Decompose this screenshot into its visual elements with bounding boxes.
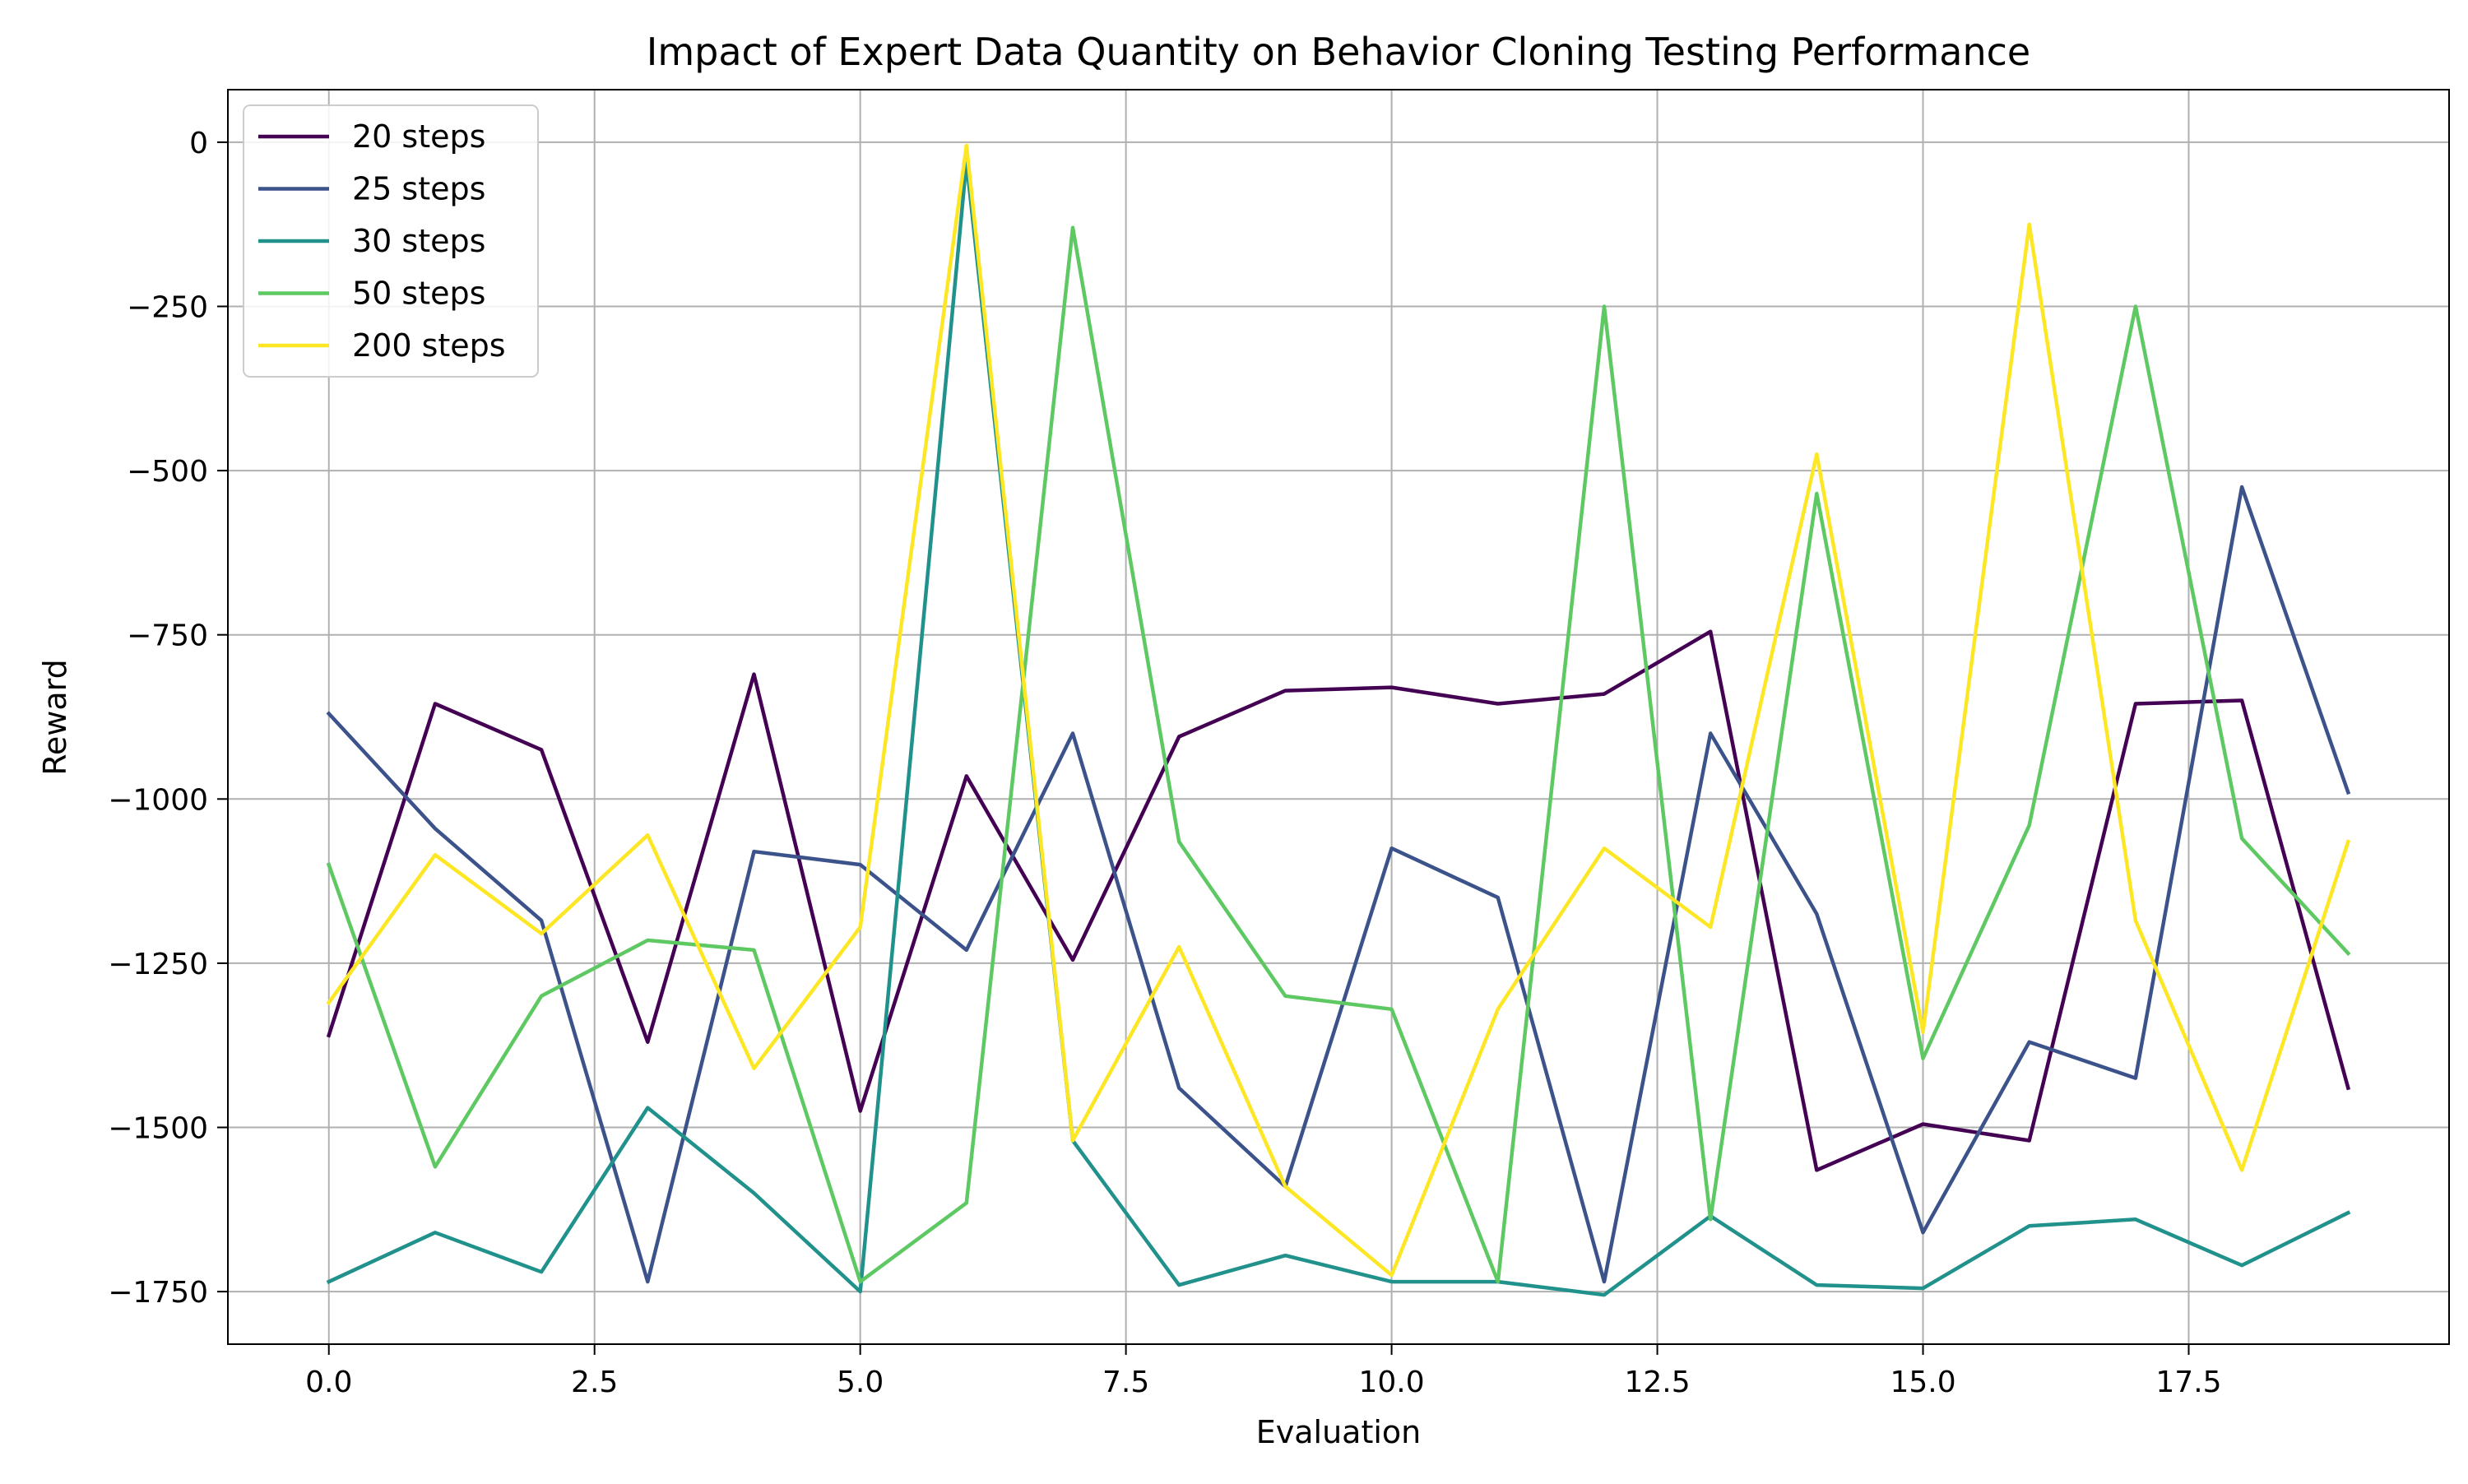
y-axis-label: Reward <box>37 659 73 776</box>
y-tick-label: −500 <box>127 455 208 489</box>
x-tick-label: 12.5 <box>1624 1366 1690 1399</box>
y-tick-label: −1000 <box>108 783 208 817</box>
legend-label: 30 steps <box>352 223 485 259</box>
y-tick-label: −1500 <box>108 1112 208 1146</box>
x-axis-label: Evaluation <box>1256 1414 1422 1450</box>
chart-title: Impact of Expert Data Quantity on Behavi… <box>647 30 2030 74</box>
legend-box <box>243 104 539 378</box>
legend-label: 25 steps <box>352 171 485 207</box>
legend-label: 20 steps <box>352 118 485 155</box>
x-tick-label: 7.5 <box>1102 1366 1149 1399</box>
x-tick-label: 2.5 <box>571 1366 618 1399</box>
x-tick-label: 5.0 <box>837 1366 884 1399</box>
plot-frame <box>227 89 2450 1345</box>
y-tick-label: −1250 <box>108 948 208 981</box>
legend-label: 50 steps <box>352 276 485 312</box>
series-line-25-steps <box>326 485 2351 1284</box>
x-tick-label: 10.0 <box>1359 1366 1425 1399</box>
series-line-20-steps <box>326 629 2351 1172</box>
series-line-200-steps <box>326 143 2351 1278</box>
legend-label: 200 steps <box>352 327 506 364</box>
x-tick-label: 17.5 <box>2155 1366 2221 1399</box>
y-tick-label: −750 <box>127 619 208 653</box>
y-tick-label: −250 <box>127 290 208 324</box>
axes: 0.0 2.5 5.0 7.5 10.0 12.5 15.0 17.5 0 −250 −500 −75… <box>108 127 2221 1399</box>
y-tick-label: 0 <box>189 127 208 160</box>
y-tick-label: −1750 <box>108 1276 208 1310</box>
series-line-50-steps <box>326 225 2351 1284</box>
series-lines <box>326 143 2351 1297</box>
x-tick-label: 15.0 <box>1890 1366 1955 1399</box>
x-tick-label: 0.0 <box>305 1366 352 1399</box>
grid <box>228 90 2449 1344</box>
legend: 20 steps 25 steps 30 steps 50 steps 200 step… <box>243 104 539 378</box>
series-line-30-steps <box>326 160 2351 1297</box>
